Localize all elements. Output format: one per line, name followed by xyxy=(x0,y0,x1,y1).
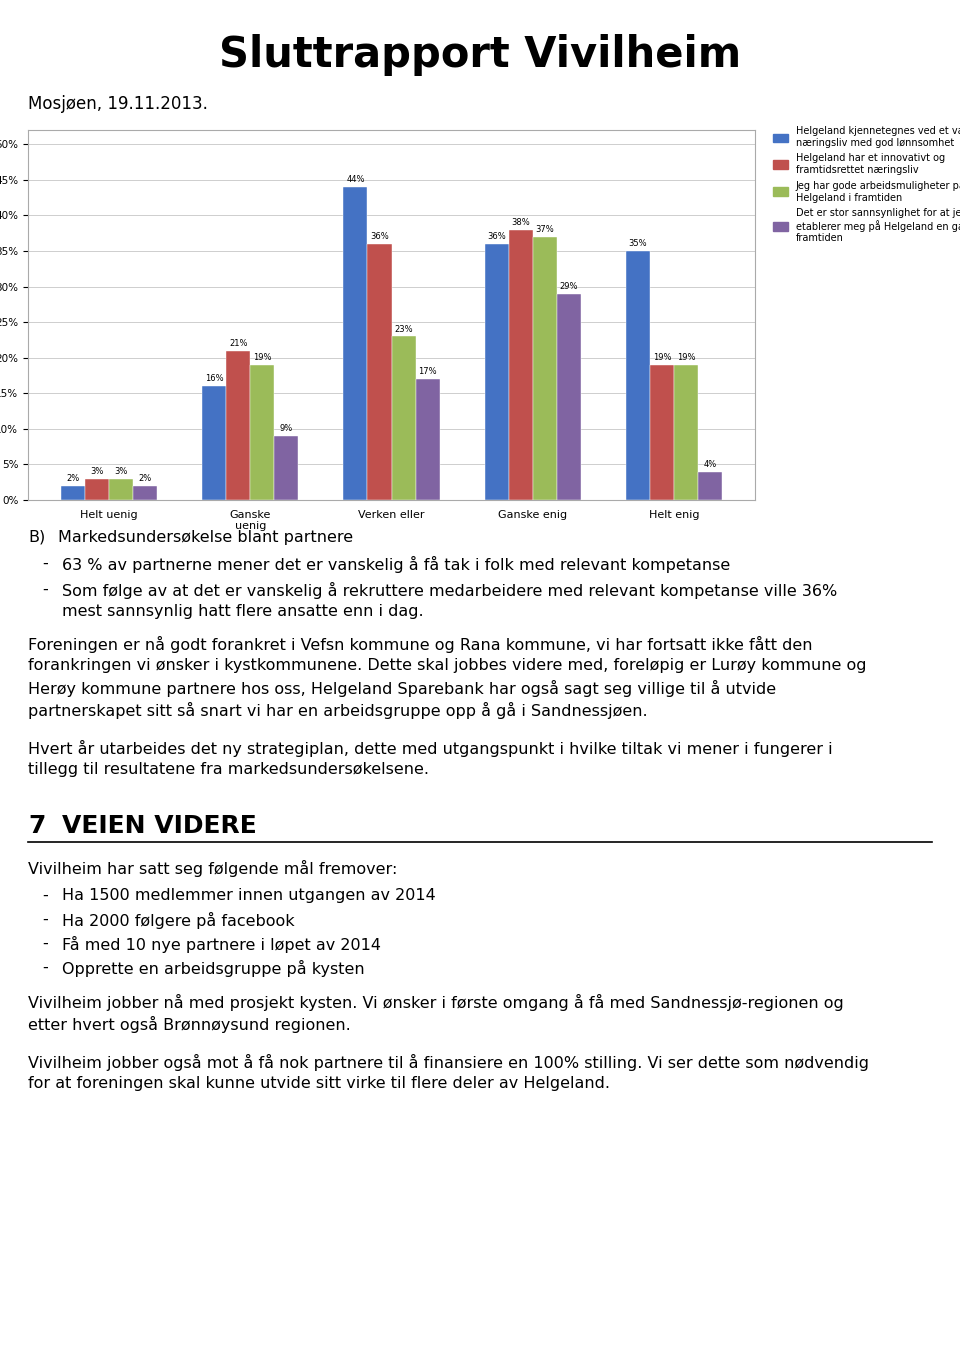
Text: Vivilheim har satt seg følgende mål fremover:: Vivilheim har satt seg følgende mål frem… xyxy=(28,860,397,877)
Text: 29%: 29% xyxy=(560,282,578,291)
Text: Sluttrapport Vivilheim: Sluttrapport Vivilheim xyxy=(219,34,741,76)
Text: partnerskapet sitt så snart vi har en arbeidsgruppe opp å gå i Sandnessjøen.: partnerskapet sitt så snart vi har en ar… xyxy=(28,702,648,719)
Text: for at foreningen skal kunne utvide sitt virke til flere deler av Helgeland.: for at foreningen skal kunne utvide sitt… xyxy=(28,1076,610,1091)
Text: Vivilheim jobber også mot å få nok partnere til å finansiere en 100% stilling. V: Vivilheim jobber også mot å få nok partn… xyxy=(28,1054,869,1072)
Text: 3%: 3% xyxy=(114,466,128,476)
Text: Som følge av at det er vanskelig å rekruttere medarbeidere med relevant kompetan: Som følge av at det er vanskelig å rekru… xyxy=(62,582,837,598)
Text: 16%: 16% xyxy=(204,374,224,384)
Bar xyxy=(698,472,722,500)
Bar xyxy=(533,237,557,500)
Text: Hvert år utarbeides det ny strategiplan, dette med utgangspunkt i hvilke tiltak : Hvert år utarbeides det ny strategiplan,… xyxy=(28,740,832,758)
Bar xyxy=(133,486,157,500)
Text: 4%: 4% xyxy=(704,460,716,469)
Bar xyxy=(626,252,650,500)
Text: Vivilheim jobber nå med prosjekt kysten. Vi ønsker i første omgang å få med Sand: Vivilheim jobber nå med prosjekt kysten.… xyxy=(28,994,844,1010)
Text: VEIEN VIDERE: VEIEN VIDERE xyxy=(62,815,256,838)
Text: -: - xyxy=(42,888,48,903)
Bar xyxy=(674,364,698,500)
Text: -: - xyxy=(42,913,48,928)
Text: etter hvert også Brønnøysund regionen.: etter hvert også Brønnøysund regionen. xyxy=(28,1016,350,1034)
Text: 38%: 38% xyxy=(512,218,530,227)
Text: 35%: 35% xyxy=(629,239,647,248)
Text: 7: 7 xyxy=(28,815,45,838)
Text: 2%: 2% xyxy=(66,473,80,483)
Text: 19%: 19% xyxy=(253,354,272,362)
Text: -: - xyxy=(42,582,48,597)
Text: 36%: 36% xyxy=(371,233,389,241)
Text: 3%: 3% xyxy=(90,466,104,476)
Text: 2%: 2% xyxy=(138,473,152,483)
Bar xyxy=(275,437,299,500)
Text: Foreningen er nå godt forankret i Vefsn kommune og Rana kommune, vi har fortsatt: Foreningen er nå godt forankret i Vefsn … xyxy=(28,636,812,653)
Bar xyxy=(416,379,440,500)
Text: 19%: 19% xyxy=(677,354,695,362)
Text: Få med 10 nye partnere i løpet av 2014: Få med 10 nye partnere i løpet av 2014 xyxy=(62,936,381,953)
Bar xyxy=(203,386,227,500)
Text: Markedsundersøkelse blant partnere: Markedsundersøkelse blant partnere xyxy=(58,530,353,545)
Text: 23%: 23% xyxy=(395,325,413,333)
Text: mest sannsynlig hatt flere ansatte enn i dag.: mest sannsynlig hatt flere ansatte enn i… xyxy=(62,604,423,619)
Text: 9%: 9% xyxy=(279,424,293,432)
Text: 63 % av partnerne mener det er vanskelig å få tak i folk med relevant kompetanse: 63 % av partnerne mener det er vanskelig… xyxy=(62,556,731,573)
Text: -: - xyxy=(42,936,48,951)
Bar xyxy=(344,186,368,500)
Legend: Helgeland kjennetegnes ved et variert
næringsliv med god lønnsomhet, Helgeland h: Helgeland kjennetegnes ved et variert næ… xyxy=(770,122,960,248)
Bar xyxy=(485,243,509,500)
Text: 44%: 44% xyxy=(347,175,365,184)
Bar xyxy=(227,351,251,500)
Bar xyxy=(61,486,85,500)
Bar xyxy=(85,479,109,500)
Text: Mosjøen, 19.11.2013.: Mosjøen, 19.11.2013. xyxy=(28,95,208,113)
Bar xyxy=(557,294,581,500)
Text: B): B) xyxy=(28,530,45,545)
Text: -: - xyxy=(42,960,48,975)
Text: 37%: 37% xyxy=(536,224,554,234)
Bar xyxy=(109,479,133,500)
Text: 19%: 19% xyxy=(653,354,671,362)
Text: Opprette en arbeidsgruppe på kysten: Opprette en arbeidsgruppe på kysten xyxy=(62,960,365,976)
Text: 21%: 21% xyxy=(229,339,248,348)
Text: -: - xyxy=(42,556,48,571)
Bar xyxy=(509,230,533,500)
Bar xyxy=(251,364,275,500)
Bar xyxy=(650,364,674,500)
Text: Ha 2000 følgere på facebook: Ha 2000 følgere på facebook xyxy=(62,913,295,929)
Text: 36%: 36% xyxy=(488,233,506,241)
Text: Herøy kommune partnere hos oss, Helgeland Sparebank har også sagt seg villige ti: Herøy kommune partnere hos oss, Helgelan… xyxy=(28,680,776,698)
Text: Ha 1500 medlemmer innen utgangen av 2014: Ha 1500 medlemmer innen utgangen av 2014 xyxy=(62,888,436,903)
Bar xyxy=(368,243,392,500)
Text: tillegg til resultatene fra markedsundersøkelsene.: tillegg til resultatene fra markedsunder… xyxy=(28,762,429,777)
Text: 17%: 17% xyxy=(419,367,437,377)
Bar xyxy=(392,336,416,500)
Text: forankringen vi ønsker i kystkommunene. Dette skal jobbes videre med, foreløpig : forankringen vi ønsker i kystkommunene. … xyxy=(28,658,867,673)
